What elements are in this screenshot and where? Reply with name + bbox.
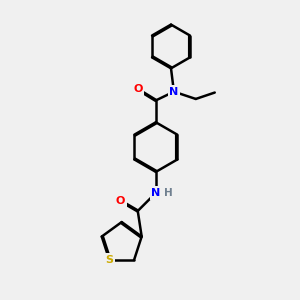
Text: S: S xyxy=(105,255,113,265)
Text: H: H xyxy=(164,188,172,198)
Text: O: O xyxy=(116,196,125,206)
Text: O: O xyxy=(133,84,142,94)
Text: N: N xyxy=(169,87,178,97)
Text: N: N xyxy=(151,188,160,198)
